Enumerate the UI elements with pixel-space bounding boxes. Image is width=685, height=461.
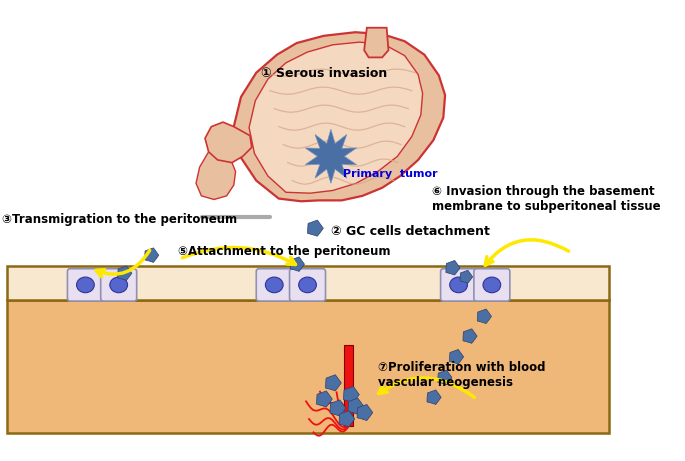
Polygon shape <box>118 266 132 280</box>
Text: ③Transmigration to the peritoneum: ③Transmigration to the peritoneum <box>2 213 237 226</box>
Polygon shape <box>145 248 159 262</box>
FancyBboxPatch shape <box>101 269 137 301</box>
Polygon shape <box>357 404 373 420</box>
Polygon shape <box>249 42 423 193</box>
Polygon shape <box>463 329 477 343</box>
Polygon shape <box>325 375 341 391</box>
Polygon shape <box>364 28 388 58</box>
Polygon shape <box>308 220 323 236</box>
FancyBboxPatch shape <box>256 269 292 301</box>
Polygon shape <box>427 390 441 404</box>
FancyBboxPatch shape <box>440 269 477 301</box>
Polygon shape <box>344 386 359 402</box>
Polygon shape <box>306 130 357 183</box>
Polygon shape <box>477 309 491 324</box>
Polygon shape <box>449 349 464 364</box>
Bar <box>345 345 353 426</box>
Text: ⑤Attachment to the peritoneum: ⑤Attachment to the peritoneum <box>178 245 390 258</box>
Ellipse shape <box>77 277 95 293</box>
Ellipse shape <box>483 277 501 293</box>
Polygon shape <box>438 370 452 384</box>
Text: ② GC cells detachment: ② GC cells detachment <box>331 225 490 238</box>
Polygon shape <box>460 270 473 283</box>
Ellipse shape <box>299 277 316 293</box>
FancyBboxPatch shape <box>474 269 510 301</box>
Text: ① Serous invasion: ① Serous invasion <box>261 67 387 80</box>
Bar <box>8 266 609 300</box>
Polygon shape <box>348 398 364 414</box>
FancyBboxPatch shape <box>290 269 325 301</box>
FancyBboxPatch shape <box>67 269 103 301</box>
Ellipse shape <box>265 277 283 293</box>
Polygon shape <box>339 411 355 427</box>
Text: Primary  tumor: Primary tumor <box>343 169 438 179</box>
Polygon shape <box>205 122 252 163</box>
Polygon shape <box>446 260 460 275</box>
Bar <box>8 300 609 433</box>
Polygon shape <box>316 391 332 407</box>
Text: ⑥ Invasion through the basement
membrane to subperitoneal tissue: ⑥ Invasion through the basement membrane… <box>432 185 660 213</box>
Text: ⑦Proliferation with blood
vascular neogenesis: ⑦Proliferation with blood vascular neoge… <box>377 361 545 389</box>
Polygon shape <box>330 400 346 416</box>
Polygon shape <box>196 152 236 200</box>
Polygon shape <box>290 257 304 272</box>
Polygon shape <box>234 32 445 201</box>
Ellipse shape <box>450 277 467 293</box>
Ellipse shape <box>110 277 127 293</box>
